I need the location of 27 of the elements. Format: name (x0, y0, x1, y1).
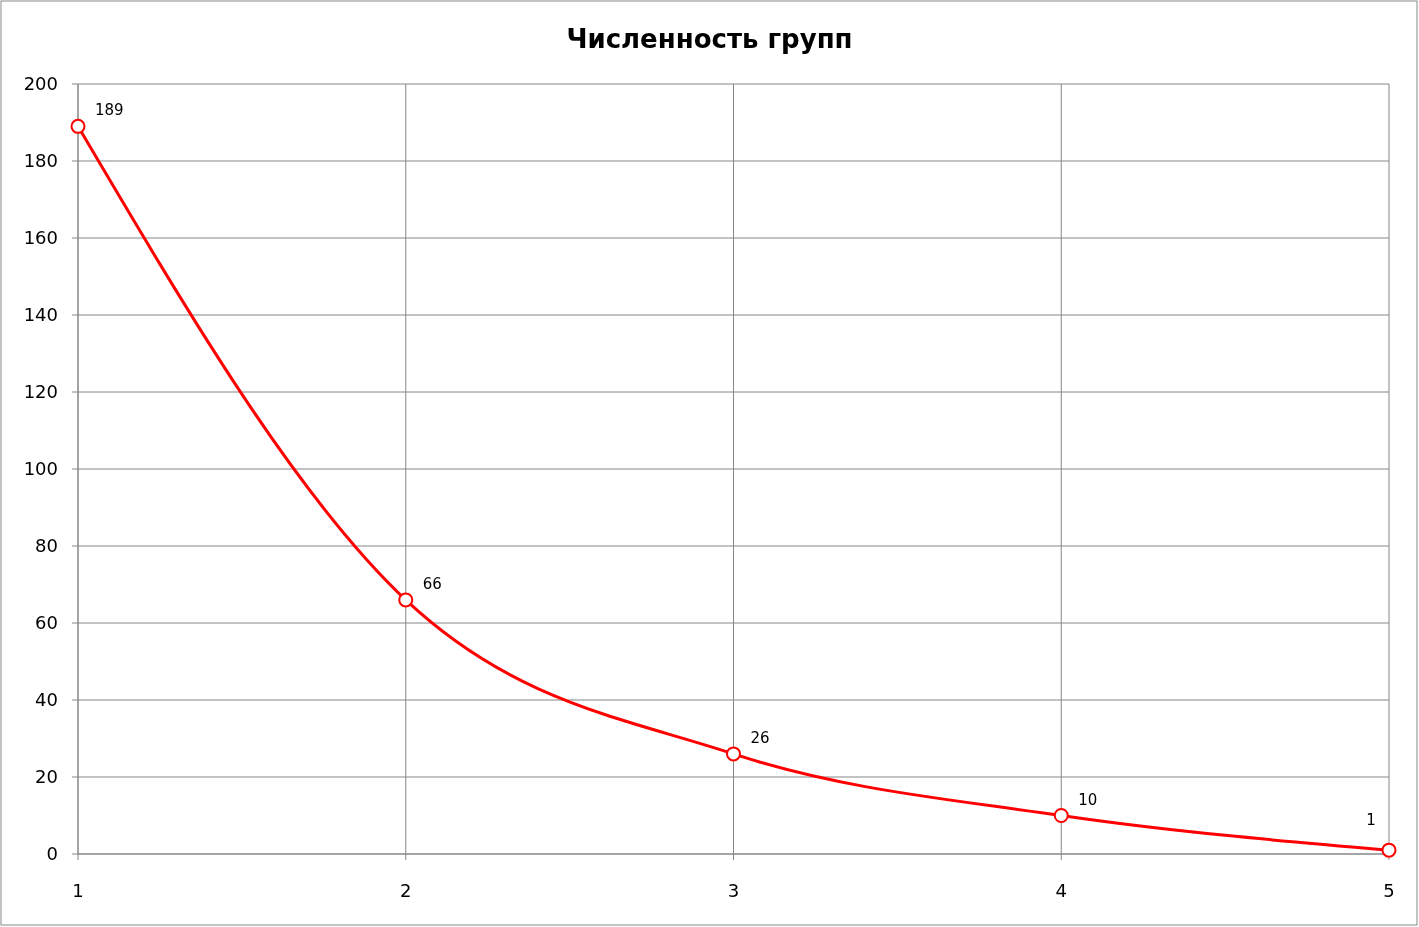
y-tick-label: 40 (35, 689, 58, 710)
point (726, 746, 741, 762)
y-tick-label: 120 (23, 381, 58, 402)
y-tick-label: 80 (35, 535, 58, 556)
point (70, 118, 86, 134)
y-tick-label: 200 (23, 73, 58, 94)
y-tick-label: 20 (35, 766, 58, 787)
y-tick-label: 160 (23, 227, 58, 248)
y-tick-label: 0 (46, 843, 58, 864)
y-tick-label: 180 (23, 150, 58, 171)
data-label: 189 (95, 101, 124, 120)
y-tick-label: 100 (23, 458, 58, 479)
data-label: 66 (422, 574, 442, 593)
x-tick-label: 1 (72, 880, 84, 901)
y-tick-label: 60 (35, 612, 58, 633)
data-label: 1 (1366, 811, 1376, 830)
data-label: 10 (1078, 790, 1098, 809)
point (1053, 808, 1069, 823)
point (1381, 842, 1397, 858)
x-tick-label: 5 (1383, 880, 1395, 901)
y-tick-label: 140 (23, 304, 58, 325)
data-label: 26 (750, 728, 770, 747)
point (398, 592, 414, 608)
chart-title: Численность групп (566, 24, 853, 54)
x-tick-label: 3 (727, 880, 740, 901)
x-tick-label: 4 (1055, 880, 1067, 901)
x-tick-label: 2 (400, 880, 412, 901)
